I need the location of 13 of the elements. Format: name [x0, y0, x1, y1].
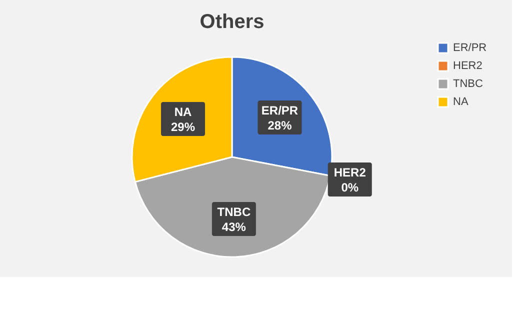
chart-title: Others — [200, 11, 264, 33]
legend-label: ER/PR — [453, 42, 487, 54]
legend-label: NA — [453, 96, 469, 108]
slice-label: TNBC — [217, 204, 251, 219]
legend-label: HER2 — [453, 60, 482, 72]
category-label: HER2 — [334, 165, 366, 180]
slice-label: NA — [174, 105, 192, 119]
data-label: 43% — [222, 220, 246, 234]
data-label: 29% — [170, 120, 196, 134]
legend-label: TNBC — [453, 78, 483, 90]
data-label: 28% — [268, 118, 292, 132]
text: 0% — [341, 180, 359, 194]
slice-label: ER/PR — [261, 103, 298, 118]
